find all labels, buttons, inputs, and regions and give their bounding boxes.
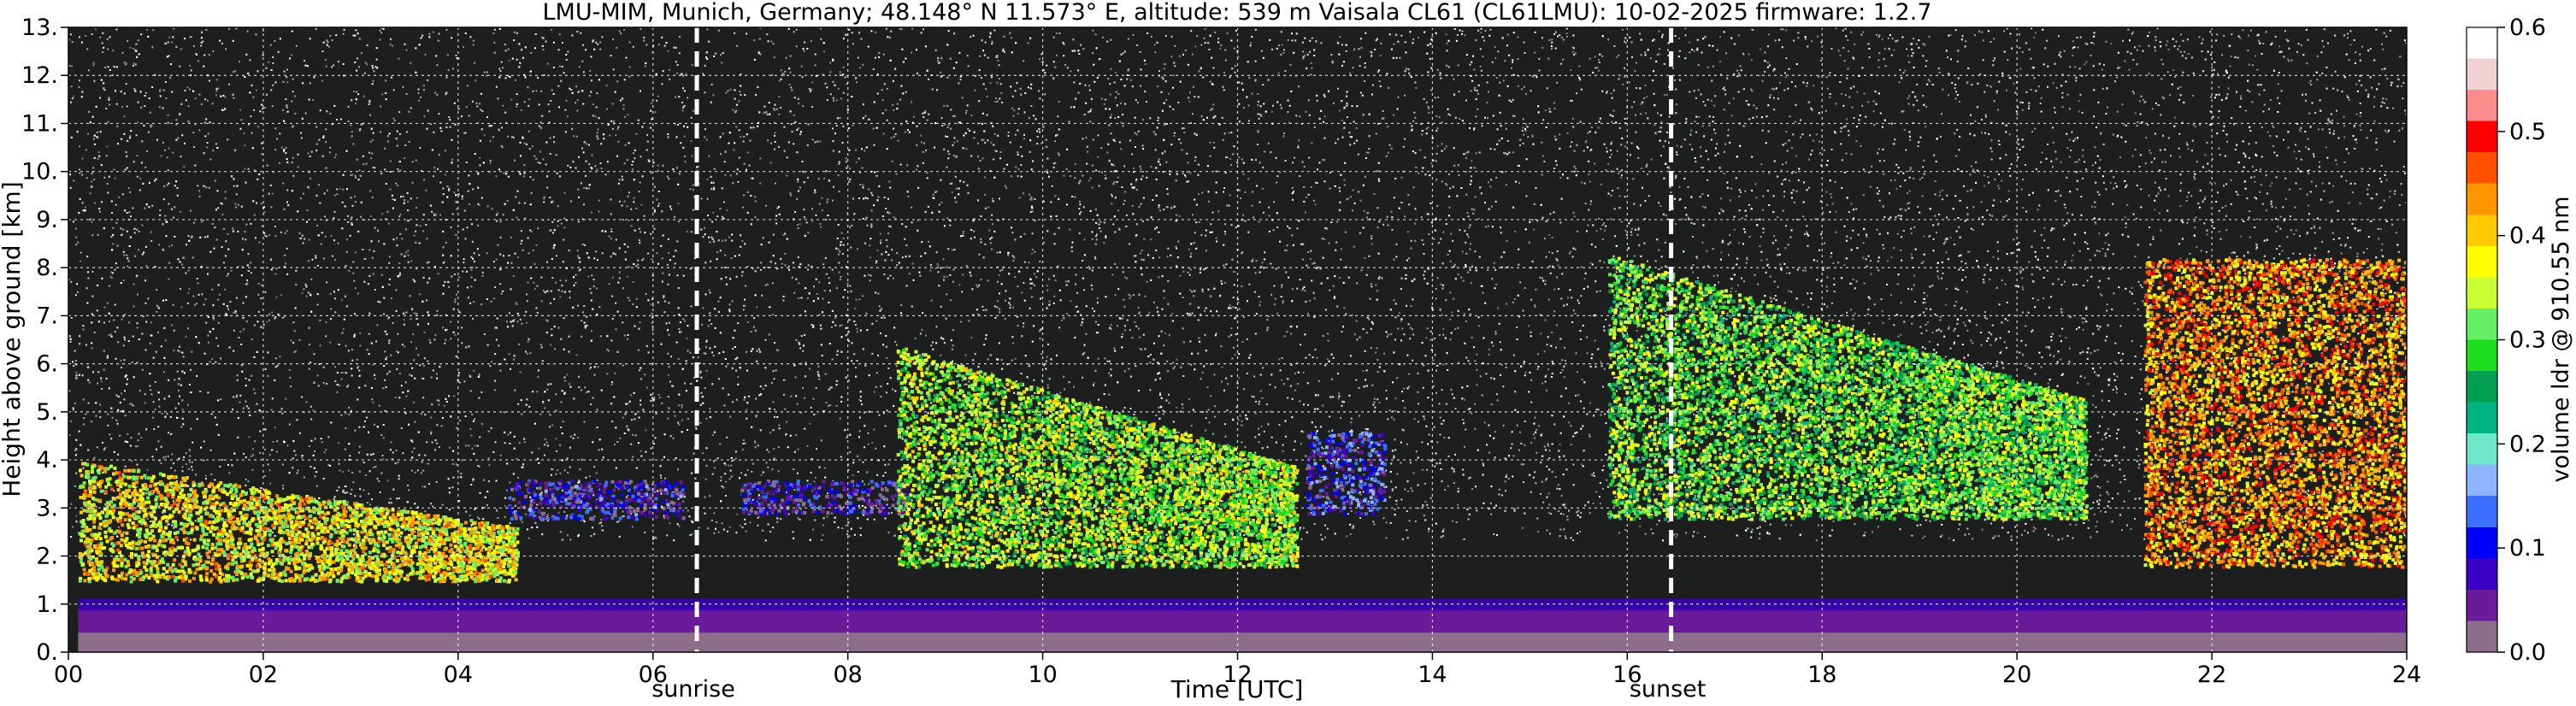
x-tick-label: 02: [249, 662, 278, 688]
x-tick-label: 24: [2392, 662, 2421, 688]
y-tick-label: 9.: [36, 207, 58, 233]
y-tick-label: 10.: [21, 159, 58, 185]
colorbar-tick-label: 0.0: [2509, 639, 2546, 666]
colorbar-label: volume ldr @ 910.55 nm: [2548, 197, 2574, 483]
y-tick-label: 0.: [36, 639, 58, 666]
y-axis: 0. 1. 2. 3. 4. 5. 6. 7. 8. 9. 10. 11. 12. 13.: [21, 15, 68, 666]
chart-title: LMU-MIM, Munich, Germany; 48.148° N 11.5…: [542, 0, 1931, 26]
colorbar: 0.0 0.1 0.2 0.3 0.4 0.5 0.6 volume ldr @ 910.5…: [2467, 15, 2574, 666]
y-tick-label: 1.: [36, 591, 58, 618]
y-tick-label: 6.: [36, 351, 58, 378]
x-axis-label: Time [UTC]: [1170, 675, 1304, 703]
y-tick-label: 12.: [21, 62, 58, 89]
x-tick-label: 18: [1807, 662, 1836, 688]
x-tick-label: 04: [444, 662, 473, 688]
plot-area: [68, 27, 2410, 652]
y-tick-label: 3.: [36, 495, 58, 521]
colorbar-tick-label: 0.5: [2509, 119, 2546, 145]
x-tick-label: 20: [2002, 662, 2031, 688]
x-tick-label: 10: [1028, 662, 1057, 688]
colorbar-tick-label: 0.2: [2509, 431, 2546, 457]
y-tick-label: 4.: [36, 447, 58, 474]
y-axis-label: Height above ground [km]: [0, 181, 26, 497]
y-tick-label: 2.: [36, 544, 58, 570]
y-tick-label: 5.: [36, 399, 58, 426]
y-tick-label: 7.: [36, 303, 58, 329]
x-tick-label: 14: [1418, 662, 1447, 688]
colorbar-tick-label: 0.6: [2509, 15, 2546, 41]
y-tick-label: 11.: [21, 110, 58, 137]
y-tick-label: 13.: [21, 15, 58, 41]
annotation-sunset: sunset: [1630, 676, 1707, 703]
x-tick-label: 08: [833, 662, 862, 688]
feature-surface-layer: [78, 598, 2407, 652]
x-tick-label: 22: [2197, 662, 2226, 688]
annotation-sunrise: sunrise: [651, 676, 735, 703]
colorbar-tick-label: 0.1: [2509, 535, 2546, 562]
colorbar-tick-label: 0.4: [2509, 223, 2546, 250]
y-tick-label: 8.: [36, 255, 58, 281]
colorbar-ticks: 0.0 0.1 0.2 0.3 0.4 0.5 0.6: [2497, 15, 2546, 666]
colorbar-tick-label: 0.3: [2509, 327, 2546, 354]
colorbar-scale: [2467, 27, 2497, 652]
